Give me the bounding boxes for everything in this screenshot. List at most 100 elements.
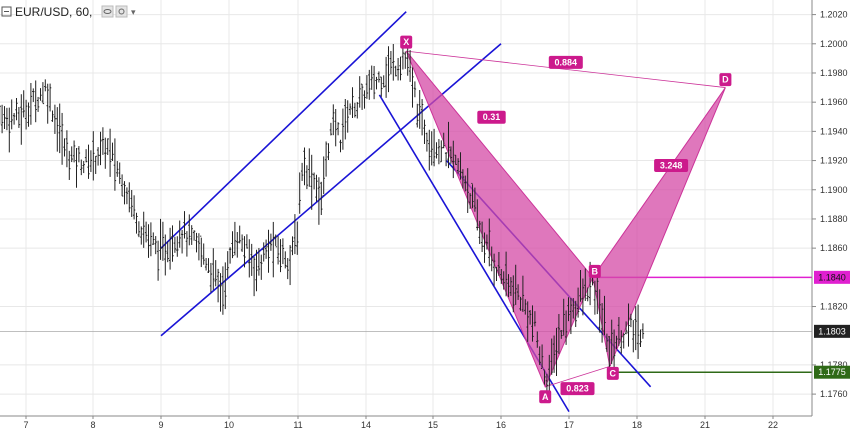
candle	[84, 149, 88, 163]
candle	[195, 232, 198, 253]
candle	[382, 75, 385, 88]
candle	[178, 220, 181, 248]
pattern-point-b-bg	[588, 264, 601, 278]
trend-channels[interactable]	[160, 11, 652, 413]
candle	[324, 141, 328, 177]
time-tick-label: 11	[293, 420, 302, 430]
candle	[428, 129, 431, 171]
candle	[454, 154, 457, 165]
candle	[461, 169, 465, 189]
price-tick-label: 1.2020	[820, 10, 848, 20]
candle	[322, 156, 325, 197]
price-axis-background	[812, 0, 850, 416]
candle	[502, 271, 505, 290]
candle	[44, 79, 47, 92]
candle	[389, 51, 393, 75]
candle	[432, 128, 436, 167]
candle	[224, 262, 227, 310]
pattern-leg-bcd[interactable]	[592, 87, 726, 369]
candle	[336, 122, 340, 136]
harmonic-pattern-shape[interactable]	[405, 50, 726, 389]
candle	[104, 137, 107, 169]
candle	[248, 239, 251, 278]
candle	[509, 277, 513, 296]
candle	[545, 373, 549, 391]
candle	[0, 105, 1, 125]
candle	[581, 278, 585, 316]
time-tick-label: 15	[428, 420, 438, 430]
horizontal-levels[interactable]	[0, 276, 812, 373]
candle	[473, 187, 477, 212]
candle	[437, 139, 441, 165]
price-marker-label: 1.1803	[818, 326, 846, 336]
candle	[380, 76, 383, 97]
candle	[58, 103, 61, 154]
channel-line[interactable]	[160, 11, 407, 249]
price-tick-label: 1.2000	[820, 39, 848, 49]
pattern-ratio-label-text: 0.823	[566, 384, 589, 394]
candle	[276, 236, 280, 265]
candle	[447, 121, 450, 169]
candle	[245, 234, 249, 249]
candle	[252, 256, 256, 297]
time-tick-label: 21	[700, 420, 710, 430]
candle	[125, 187, 129, 205]
pattern-point-d-bg	[719, 73, 732, 87]
candle	[375, 76, 378, 90]
candle	[401, 47, 405, 70]
candle	[51, 110, 54, 122]
candle	[113, 138, 117, 191]
candle	[490, 246, 493, 272]
price-marker-bg	[814, 270, 850, 284]
candle	[257, 247, 261, 276]
candle	[70, 146, 73, 163]
pattern-xd-line[interactable]	[406, 50, 726, 88]
candle	[267, 229, 270, 273]
candle	[593, 280, 597, 315]
candle	[480, 221, 484, 253]
pattern-ratio-label-text: 0.31	[483, 112, 501, 122]
time-axis-background	[0, 416, 850, 431]
candle	[65, 130, 69, 168]
candle	[111, 142, 114, 162]
candle	[108, 128, 112, 177]
time-axis[interactable]: 7 8 9 10 11 14 15 16 17 18 21 22	[23, 416, 778, 430]
candle	[531, 305, 534, 342]
candle	[408, 50, 412, 82]
candle	[63, 138, 66, 157]
candle	[118, 162, 121, 184]
price-tick-label: 1.1960	[820, 97, 848, 107]
candle	[87, 144, 90, 179]
candle	[48, 83, 52, 112]
chevron-down-icon[interactable]: ▾	[131, 7, 136, 17]
candle	[560, 330, 563, 339]
candle	[576, 287, 580, 318]
candle	[310, 154, 313, 210]
candle	[137, 221, 141, 238]
symbol-title: EUR/USD, 60,	[15, 5, 92, 19]
price-axis[interactable]: 1.1760 1.1780 1.1820 1.1860 1.1880 1.1900 1.19…	[812, 10, 848, 400]
candle	[212, 248, 215, 290]
settings-icon[interactable]	[115, 5, 128, 18]
candle	[3, 106, 6, 129]
time-tick-label: 22	[768, 420, 778, 430]
collapse-square-icon[interactable]	[1, 6, 12, 17]
candle	[130, 189, 133, 217]
candle	[555, 327, 558, 376]
candle	[135, 212, 138, 234]
eye-icon[interactable]	[101, 5, 114, 18]
candle	[334, 109, 337, 147]
candle	[29, 82, 33, 125]
candle	[269, 233, 273, 251]
candle	[420, 99, 424, 136]
candle	[190, 225, 193, 245]
candle	[101, 127, 105, 155]
pattern-leg-xab[interactable]	[405, 50, 594, 389]
candle	[56, 107, 59, 152]
pattern-ac-line[interactable]	[545, 365, 610, 388]
candle	[286, 257, 289, 280]
candle	[34, 80, 37, 123]
candle	[526, 301, 529, 342]
